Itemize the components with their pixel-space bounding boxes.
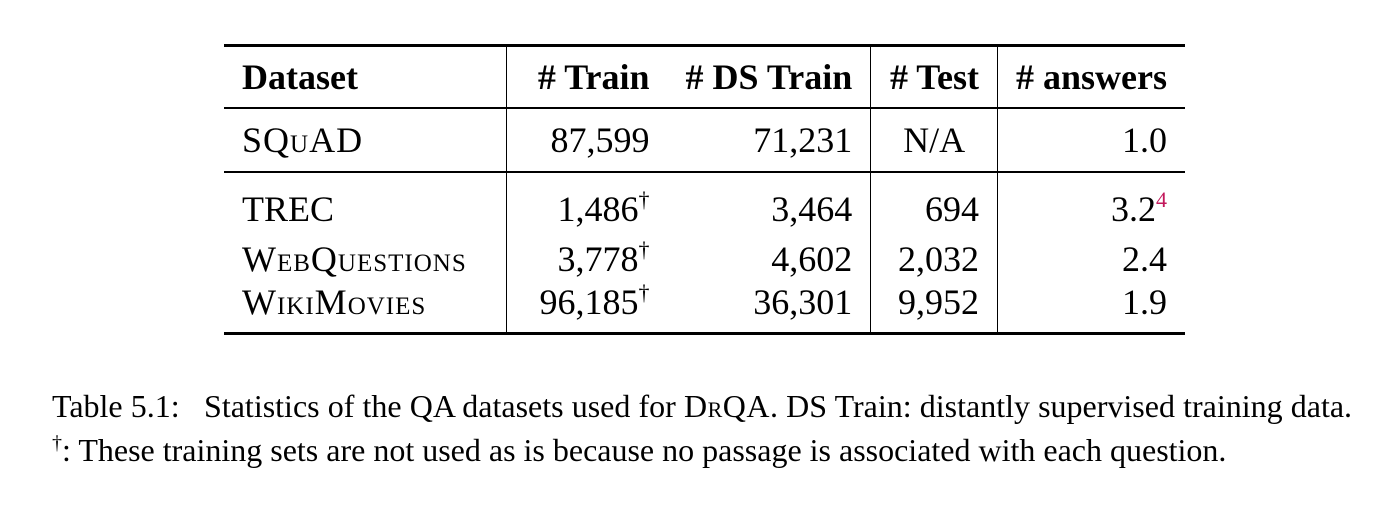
caption-dagger: †: [52, 432, 62, 454]
table-row: WebQuestions 3,778† 4,602 2,032 2.4: [224, 237, 1185, 280]
cell-answers: 1.0: [1122, 120, 1167, 160]
cell-test: 2,032: [870, 237, 998, 280]
table-row: TREC 1,486† 3,464 694 3.24: [224, 172, 1185, 237]
dataset-statistics-table: Dataset # Train # DS Train # Test # answ…: [224, 44, 1185, 335]
cell-dataset: WebQuestions: [224, 237, 507, 280]
cell-test: N/A: [870, 108, 998, 172]
cell-train: 96,185†: [539, 280, 650, 322]
table-row: SQuAD 87,599 71,231 N/A 1.0: [224, 108, 1185, 172]
cell-ds-train: 4,602: [667, 237, 872, 280]
dagger-mark: †: [638, 280, 650, 305]
cell-train: 3,778†: [557, 236, 650, 279]
cell-answers: 2.4: [1122, 238, 1167, 279]
table-caption: Table 5.1: Statistics of the QA datasets…: [52, 384, 1352, 472]
cell-ds-train: 36,301: [667, 280, 872, 334]
header-ds-train: # DS Train: [667, 45, 872, 108]
cell-test: 9,952: [870, 280, 998, 334]
header-test: # Test: [870, 45, 998, 108]
cell-train: 87,599: [550, 120, 650, 160]
header-train: # Train: [537, 57, 650, 97]
caption-text-3: : These training sets are not used as is…: [62, 432, 1227, 468]
footnote-link[interactable]: 4: [1156, 187, 1167, 212]
caption-label: Table 5.1:: [52, 388, 180, 424]
caption-text-2: . DS Train: distantly supervised trainin…: [769, 388, 1353, 424]
cell-answers: 3.24: [1111, 187, 1167, 229]
cell-dataset: SQuAD: [224, 108, 507, 172]
cell-dataset: TREC: [224, 172, 507, 237]
table-row: WikiMovies 96,185† 36,301 9,952 1.9: [224, 280, 1185, 334]
dataset-statistics-table-container: Dataset # Train # DS Train # Test # answ…: [224, 44, 1185, 335]
cell-ds-train: 3,464: [667, 172, 872, 237]
dagger-mark: †: [638, 187, 650, 212]
cell-train: 1,486†: [557, 187, 650, 229]
header-dataset: Dataset: [224, 45, 507, 108]
cell-test: 694: [870, 172, 998, 237]
system-name: DrQA: [683, 388, 770, 424]
cell-answers: 1.9: [1122, 282, 1167, 322]
table-header-row: Dataset # Train # DS Train # Test # answ…: [224, 45, 1185, 108]
cell-ds-train: 71,231: [667, 108, 872, 172]
header-answers: # answers: [1016, 57, 1167, 97]
caption-text-1: Statistics of the QA datasets used for: [204, 388, 676, 424]
cell-dataset: WikiMovies: [224, 280, 507, 334]
dagger-mark: †: [638, 236, 650, 262]
